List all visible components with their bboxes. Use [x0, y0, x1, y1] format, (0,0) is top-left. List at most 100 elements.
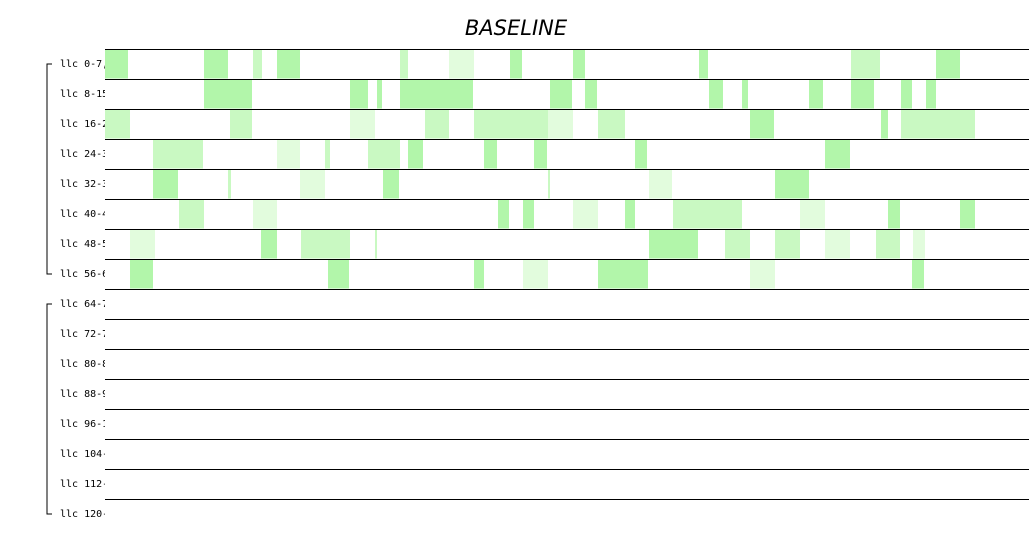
track: [105, 289, 1029, 319]
activity-block: [498, 199, 509, 229]
activity-block: [368, 139, 400, 169]
activity-block: [901, 109, 975, 139]
activity-block: [825, 139, 850, 169]
activity-block: [523, 199, 534, 229]
activity-block: [649, 169, 672, 199]
row-label: llc 72-7: [60, 329, 108, 340]
activity-block: [179, 199, 204, 229]
activity-block: [228, 169, 231, 199]
activity-block: [775, 229, 800, 259]
activity-block: [377, 79, 382, 109]
activity-block: [328, 259, 349, 289]
activity-block: [550, 79, 572, 109]
activity-block: [742, 79, 748, 109]
row-label: llc 48-5: [60, 239, 108, 250]
track: [105, 259, 1029, 289]
activity-block: [400, 49, 408, 79]
activity-block: [598, 259, 648, 289]
activity-block: [474, 259, 484, 289]
row-label: llc 16-2: [60, 119, 108, 130]
activity-block: [375, 229, 377, 259]
activity-block: [936, 49, 960, 79]
activity-block: [130, 259, 153, 289]
activity-block: [484, 139, 497, 169]
activity-block: [105, 109, 130, 139]
row-label: llc 112-: [60, 479, 108, 490]
activity-block: [204, 79, 252, 109]
activity-block: [204, 49, 228, 79]
activity-block: [474, 109, 549, 139]
activity-block: [510, 49, 522, 79]
activity-block: [548, 109, 573, 139]
activity-block: [876, 229, 900, 259]
activity-block: [598, 109, 625, 139]
activity-block: [300, 169, 325, 199]
row-label: llc 56-6: [60, 269, 108, 280]
track: [105, 229, 1029, 259]
group-bracket: [46, 303, 52, 515]
track: [105, 409, 1029, 439]
activity-block: [926, 79, 936, 109]
activity-block: [230, 109, 252, 139]
row-label: llc 88-9: [60, 389, 108, 400]
activity-block: [350, 109, 375, 139]
activity-block: [253, 199, 277, 229]
track: [105, 319, 1029, 349]
activity-block: [585, 79, 597, 109]
activity-block: [750, 109, 774, 139]
activity-block: [699, 49, 708, 79]
row-label: llc 0-7,: [60, 59, 108, 70]
row-label: llc 24-3: [60, 149, 108, 160]
track: [105, 499, 1029, 529]
activity-block: [523, 259, 548, 289]
activity-block: [750, 259, 775, 289]
activity-block: [881, 109, 888, 139]
activity-block: [709, 79, 723, 109]
activity-block: [383, 169, 399, 199]
row-label: llc 8-15: [60, 89, 108, 100]
activity-block: [649, 229, 698, 259]
track: [105, 349, 1029, 379]
activity-block: [913, 229, 925, 259]
activity-block: [261, 229, 277, 259]
activity-block: [548, 169, 550, 199]
track: [105, 139, 1029, 169]
track: [105, 169, 1029, 199]
activity-block: [912, 259, 924, 289]
activity-block: [408, 139, 423, 169]
activity-block: [673, 199, 742, 229]
activity-block: [573, 49, 585, 79]
activity-block: [153, 139, 203, 169]
row-label: llc 120-: [60, 509, 108, 520]
activity-block: [960, 199, 975, 229]
row-label: llc 40-4: [60, 209, 108, 220]
activity-block: [400, 79, 473, 109]
activity-block: [573, 199, 598, 229]
activity-block: [105, 49, 128, 79]
activity-block: [277, 139, 300, 169]
activity-block: [153, 169, 178, 199]
activity-block: [901, 79, 912, 109]
activity-block: [325, 139, 330, 169]
activity-block: [253, 49, 262, 79]
track: [105, 469, 1029, 499]
row-label: llc 104-: [60, 449, 108, 460]
activity-block: [534, 139, 547, 169]
title: BASELINE: [465, 16, 568, 40]
activity-block: [775, 169, 809, 199]
group-bracket: [46, 63, 52, 275]
activity-block: [800, 199, 825, 229]
row-label: llc 32-3: [60, 179, 108, 190]
row-label: llc 96-1: [60, 419, 108, 430]
track: [105, 439, 1029, 469]
activity-block: [635, 139, 647, 169]
activity-block: [725, 229, 750, 259]
track: [105, 379, 1029, 409]
activity-block: [130, 229, 155, 259]
activity-block: [888, 199, 900, 229]
row-label: llc 80-8: [60, 359, 108, 370]
activity-block: [625, 199, 635, 229]
activity-block: [301, 229, 350, 259]
activity-block: [350, 79, 368, 109]
